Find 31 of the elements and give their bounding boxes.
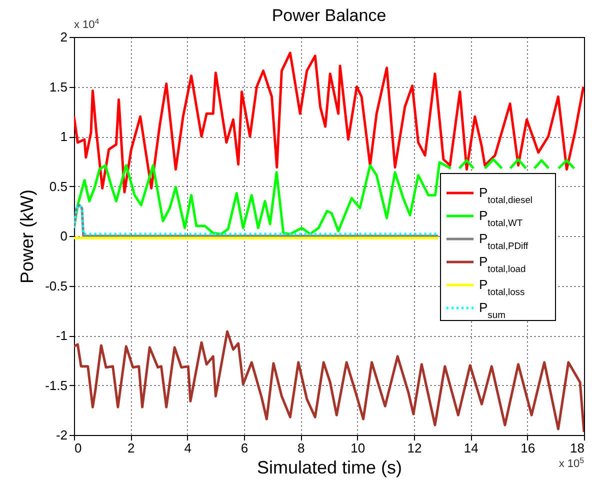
x-tick-label: 16: [520, 440, 536, 456]
y-axis-title: Power (kW): [17, 190, 38, 284]
y-tick-label: -0.5: [45, 278, 68, 294]
y-tick-label: 2: [60, 30, 68, 44]
line-series: [74, 330, 584, 434]
x-tick-label: 4: [184, 440, 192, 456]
y-tick-label: -1.5: [45, 378, 68, 393]
x-tick-label: 10: [350, 440, 366, 456]
y-tick-label: 0.5: [49, 178, 68, 194]
chart-title: Power Balance: [272, 6, 386, 25]
x-tick-label: 2: [128, 440, 135, 456]
legend-label: P$_{total,PDiff}$: [479, 231, 529, 250]
y-tick-label: -1: [56, 328, 68, 343]
text: x 10$^{5}$: [558, 456, 585, 470]
x-tick-label: 8: [298, 440, 305, 456]
legend-label: P$_{sum}$: [479, 300, 506, 320]
x-tick-label: 0: [74, 440, 82, 456]
y-tick-label: -2: [56, 428, 68, 442]
x-tick-label: 14: [464, 440, 478, 456]
legend-label: P$_{total,diesel}$: [479, 185, 532, 204]
x-tick-label: 6: [240, 440, 248, 456]
legend-label: P$_{total,load}$: [479, 254, 526, 274]
x-tick-label: 18: [570, 440, 584, 456]
legend-label: P$_{total,loss}$: [479, 277, 525, 296]
y-tick-label: 1.5: [49, 79, 68, 94]
x-tick-label: 12: [407, 440, 422, 456]
text: x 10$^{4}$: [74, 16, 100, 31]
y-tick-label: 0: [60, 228, 68, 244]
x-axis-title: Simulated time (s): [256, 458, 402, 478]
y-tick-label: 1: [60, 129, 68, 144]
legend-label: P$_{total,WT}$: [479, 208, 523, 228]
